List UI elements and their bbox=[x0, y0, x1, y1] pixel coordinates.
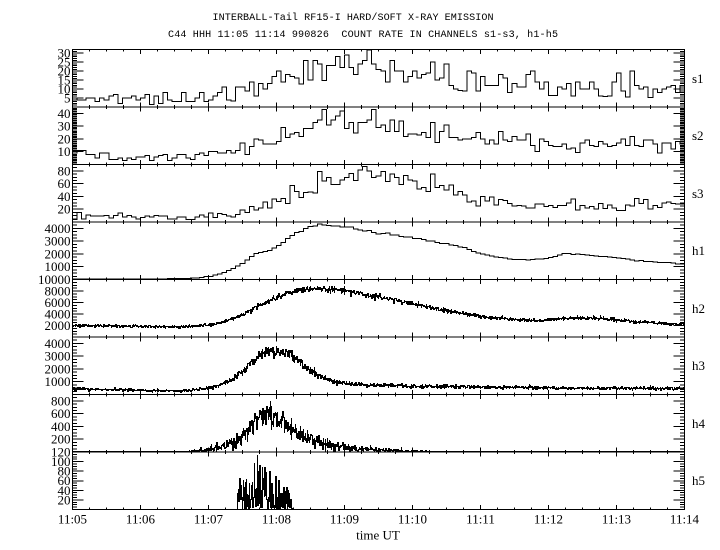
svg-text:11:08: 11:08 bbox=[262, 512, 291, 527]
svg-text:h2: h2 bbox=[692, 301, 705, 316]
svg-text:3000: 3000 bbox=[45, 234, 71, 249]
svg-text:100: 100 bbox=[51, 454, 71, 469]
svg-text:20: 20 bbox=[58, 131, 71, 146]
svg-text:2000: 2000 bbox=[45, 246, 71, 261]
svg-text:8000: 8000 bbox=[45, 284, 71, 299]
svg-text:11:13: 11:13 bbox=[602, 512, 631, 527]
svg-text:80: 80 bbox=[58, 163, 71, 178]
svg-text:20: 20 bbox=[58, 64, 71, 79]
svg-text:60: 60 bbox=[58, 176, 71, 191]
svg-text:3000: 3000 bbox=[45, 349, 71, 364]
svg-text:600: 600 bbox=[51, 406, 71, 421]
svg-text:25: 25 bbox=[58, 55, 71, 70]
svg-text:4000: 4000 bbox=[45, 307, 71, 322]
svg-text:11:11: 11:11 bbox=[466, 512, 495, 527]
svg-text:11:12: 11:12 bbox=[534, 512, 563, 527]
svg-text:40: 40 bbox=[58, 483, 71, 498]
svg-text:20: 20 bbox=[58, 202, 71, 217]
svg-text:11:14: 11:14 bbox=[670, 512, 700, 527]
svg-text:4000: 4000 bbox=[45, 221, 71, 236]
svg-text:400: 400 bbox=[51, 419, 71, 434]
svg-text:INTERBALL-Tail RF15-I HARD/SOF: INTERBALL-Tail RF15-I HARD/SOFT X-RAY EM… bbox=[213, 12, 494, 24]
svg-text:2000: 2000 bbox=[45, 318, 71, 333]
svg-text:h1: h1 bbox=[692, 243, 705, 258]
svg-text:11:09: 11:09 bbox=[330, 512, 359, 527]
svg-text:s2: s2 bbox=[692, 128, 704, 143]
svg-text:200: 200 bbox=[51, 432, 71, 447]
svg-text:11:10: 11:10 bbox=[398, 512, 427, 527]
svg-text:6000: 6000 bbox=[45, 295, 71, 310]
svg-text:5: 5 bbox=[64, 91, 71, 106]
svg-text:s1: s1 bbox=[692, 71, 704, 86]
svg-text:60: 60 bbox=[58, 473, 71, 488]
svg-text:1000: 1000 bbox=[45, 259, 71, 274]
svg-text:11:06: 11:06 bbox=[126, 512, 156, 527]
svg-text:30: 30 bbox=[58, 46, 71, 61]
svg-text:20: 20 bbox=[58, 492, 71, 507]
svg-text:s3: s3 bbox=[692, 186, 704, 201]
svg-text:80: 80 bbox=[58, 464, 71, 479]
svg-text:800: 800 bbox=[51, 393, 71, 408]
svg-text:40: 40 bbox=[58, 189, 71, 204]
svg-text:4000: 4000 bbox=[45, 336, 71, 351]
svg-text:h5: h5 bbox=[692, 473, 705, 488]
svg-text:10: 10 bbox=[58, 82, 71, 97]
svg-text:40: 40 bbox=[58, 106, 71, 121]
svg-text:11:07: 11:07 bbox=[194, 512, 224, 527]
svg-text:120: 120 bbox=[51, 445, 71, 460]
svg-text:30: 30 bbox=[58, 119, 71, 134]
svg-text:time UT: time UT bbox=[356, 528, 400, 543]
svg-text:h3: h3 bbox=[692, 358, 705, 373]
svg-text:15: 15 bbox=[58, 73, 71, 88]
svg-text:1000: 1000 bbox=[45, 374, 71, 389]
svg-text:2000: 2000 bbox=[45, 361, 71, 376]
svg-text:11:05: 11:05 bbox=[58, 512, 87, 527]
svg-text:C44 HHH 11:05 11:14 990826 CO: C44 HHH 11:05 11:14 990826 COUNT RATE IN… bbox=[168, 29, 558, 41]
svg-text:10000: 10000 bbox=[38, 272, 71, 287]
svg-text:10: 10 bbox=[58, 144, 71, 159]
svg-text:h4: h4 bbox=[692, 416, 706, 431]
